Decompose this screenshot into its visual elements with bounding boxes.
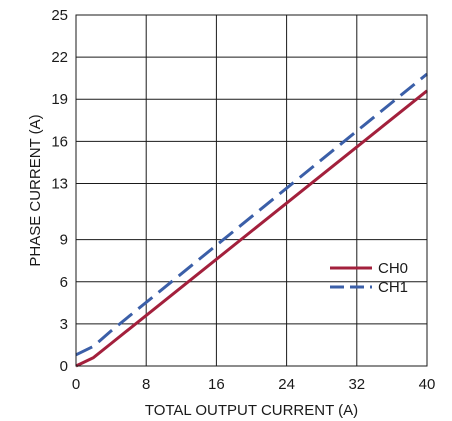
series-line-ch0 xyxy=(75,89,428,368)
y-tick-label: 3 xyxy=(60,316,68,333)
y-tick-label: 13 xyxy=(51,175,68,192)
y-tick-label: 19 xyxy=(51,91,68,108)
x-tick-label: 0 xyxy=(72,376,80,393)
y-tick-label: 25 xyxy=(51,7,68,24)
y-axis-title: PHASE CURRENT (A) xyxy=(27,114,44,266)
x-axis-title: TOTAL OUTPUT CURRENT (A) xyxy=(145,402,358,419)
y-tick-label: 22 xyxy=(51,49,68,66)
x-tick-label: 32 xyxy=(348,376,365,393)
plot-frame xyxy=(75,14,428,367)
x-tick-label: 16 xyxy=(208,376,225,393)
grid xyxy=(75,14,428,367)
y-tick-label: 6 xyxy=(60,274,68,291)
x-tick-label: 8 xyxy=(142,376,150,393)
x-tick-labels: 0 8 16 24 32 40 xyxy=(72,376,436,393)
series-group xyxy=(75,72,428,368)
y-tick-label: 16 xyxy=(51,133,68,150)
legend-label-ch0: CH0 xyxy=(378,260,408,277)
y-tick-labels: 0 3 6 9 13 16 19 22 25 xyxy=(51,7,68,375)
y-tick-label: 9 xyxy=(60,232,68,249)
series-line-ch1 xyxy=(75,72,428,357)
y-tick-label: 0 xyxy=(60,358,68,375)
legend-label-ch1: CH1 xyxy=(378,279,408,296)
x-tick-label: 24 xyxy=(278,376,295,393)
x-tick-label: 40 xyxy=(419,376,436,393)
